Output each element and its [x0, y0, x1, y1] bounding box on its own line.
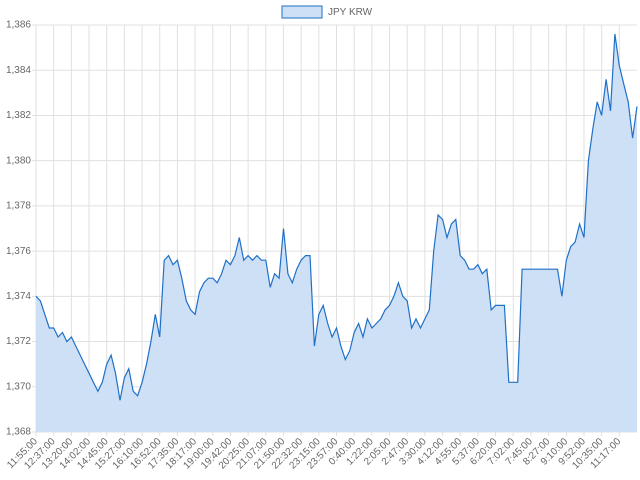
y-tick-label: 1,374 — [6, 291, 31, 302]
legend-label: JPY KRW — [328, 7, 373, 18]
y-tick-label: 1,378 — [6, 201, 31, 212]
area — [36, 34, 637, 432]
y-tick-label: 1,382 — [6, 110, 31, 121]
y-tick-label: 1,368 — [6, 427, 31, 438]
y-tick-label: 1,380 — [6, 155, 31, 166]
y-tick-label: 1,370 — [6, 381, 31, 392]
y-tick-label: 1,372 — [6, 336, 31, 347]
line — [35, 33, 638, 401]
y-tick-label: 1,386 — [6, 20, 31, 31]
legend-swatch — [281, 5, 323, 19]
y-tick-label: 1,384 — [6, 65, 31, 76]
y-tick-label: 1,376 — [6, 246, 31, 257]
